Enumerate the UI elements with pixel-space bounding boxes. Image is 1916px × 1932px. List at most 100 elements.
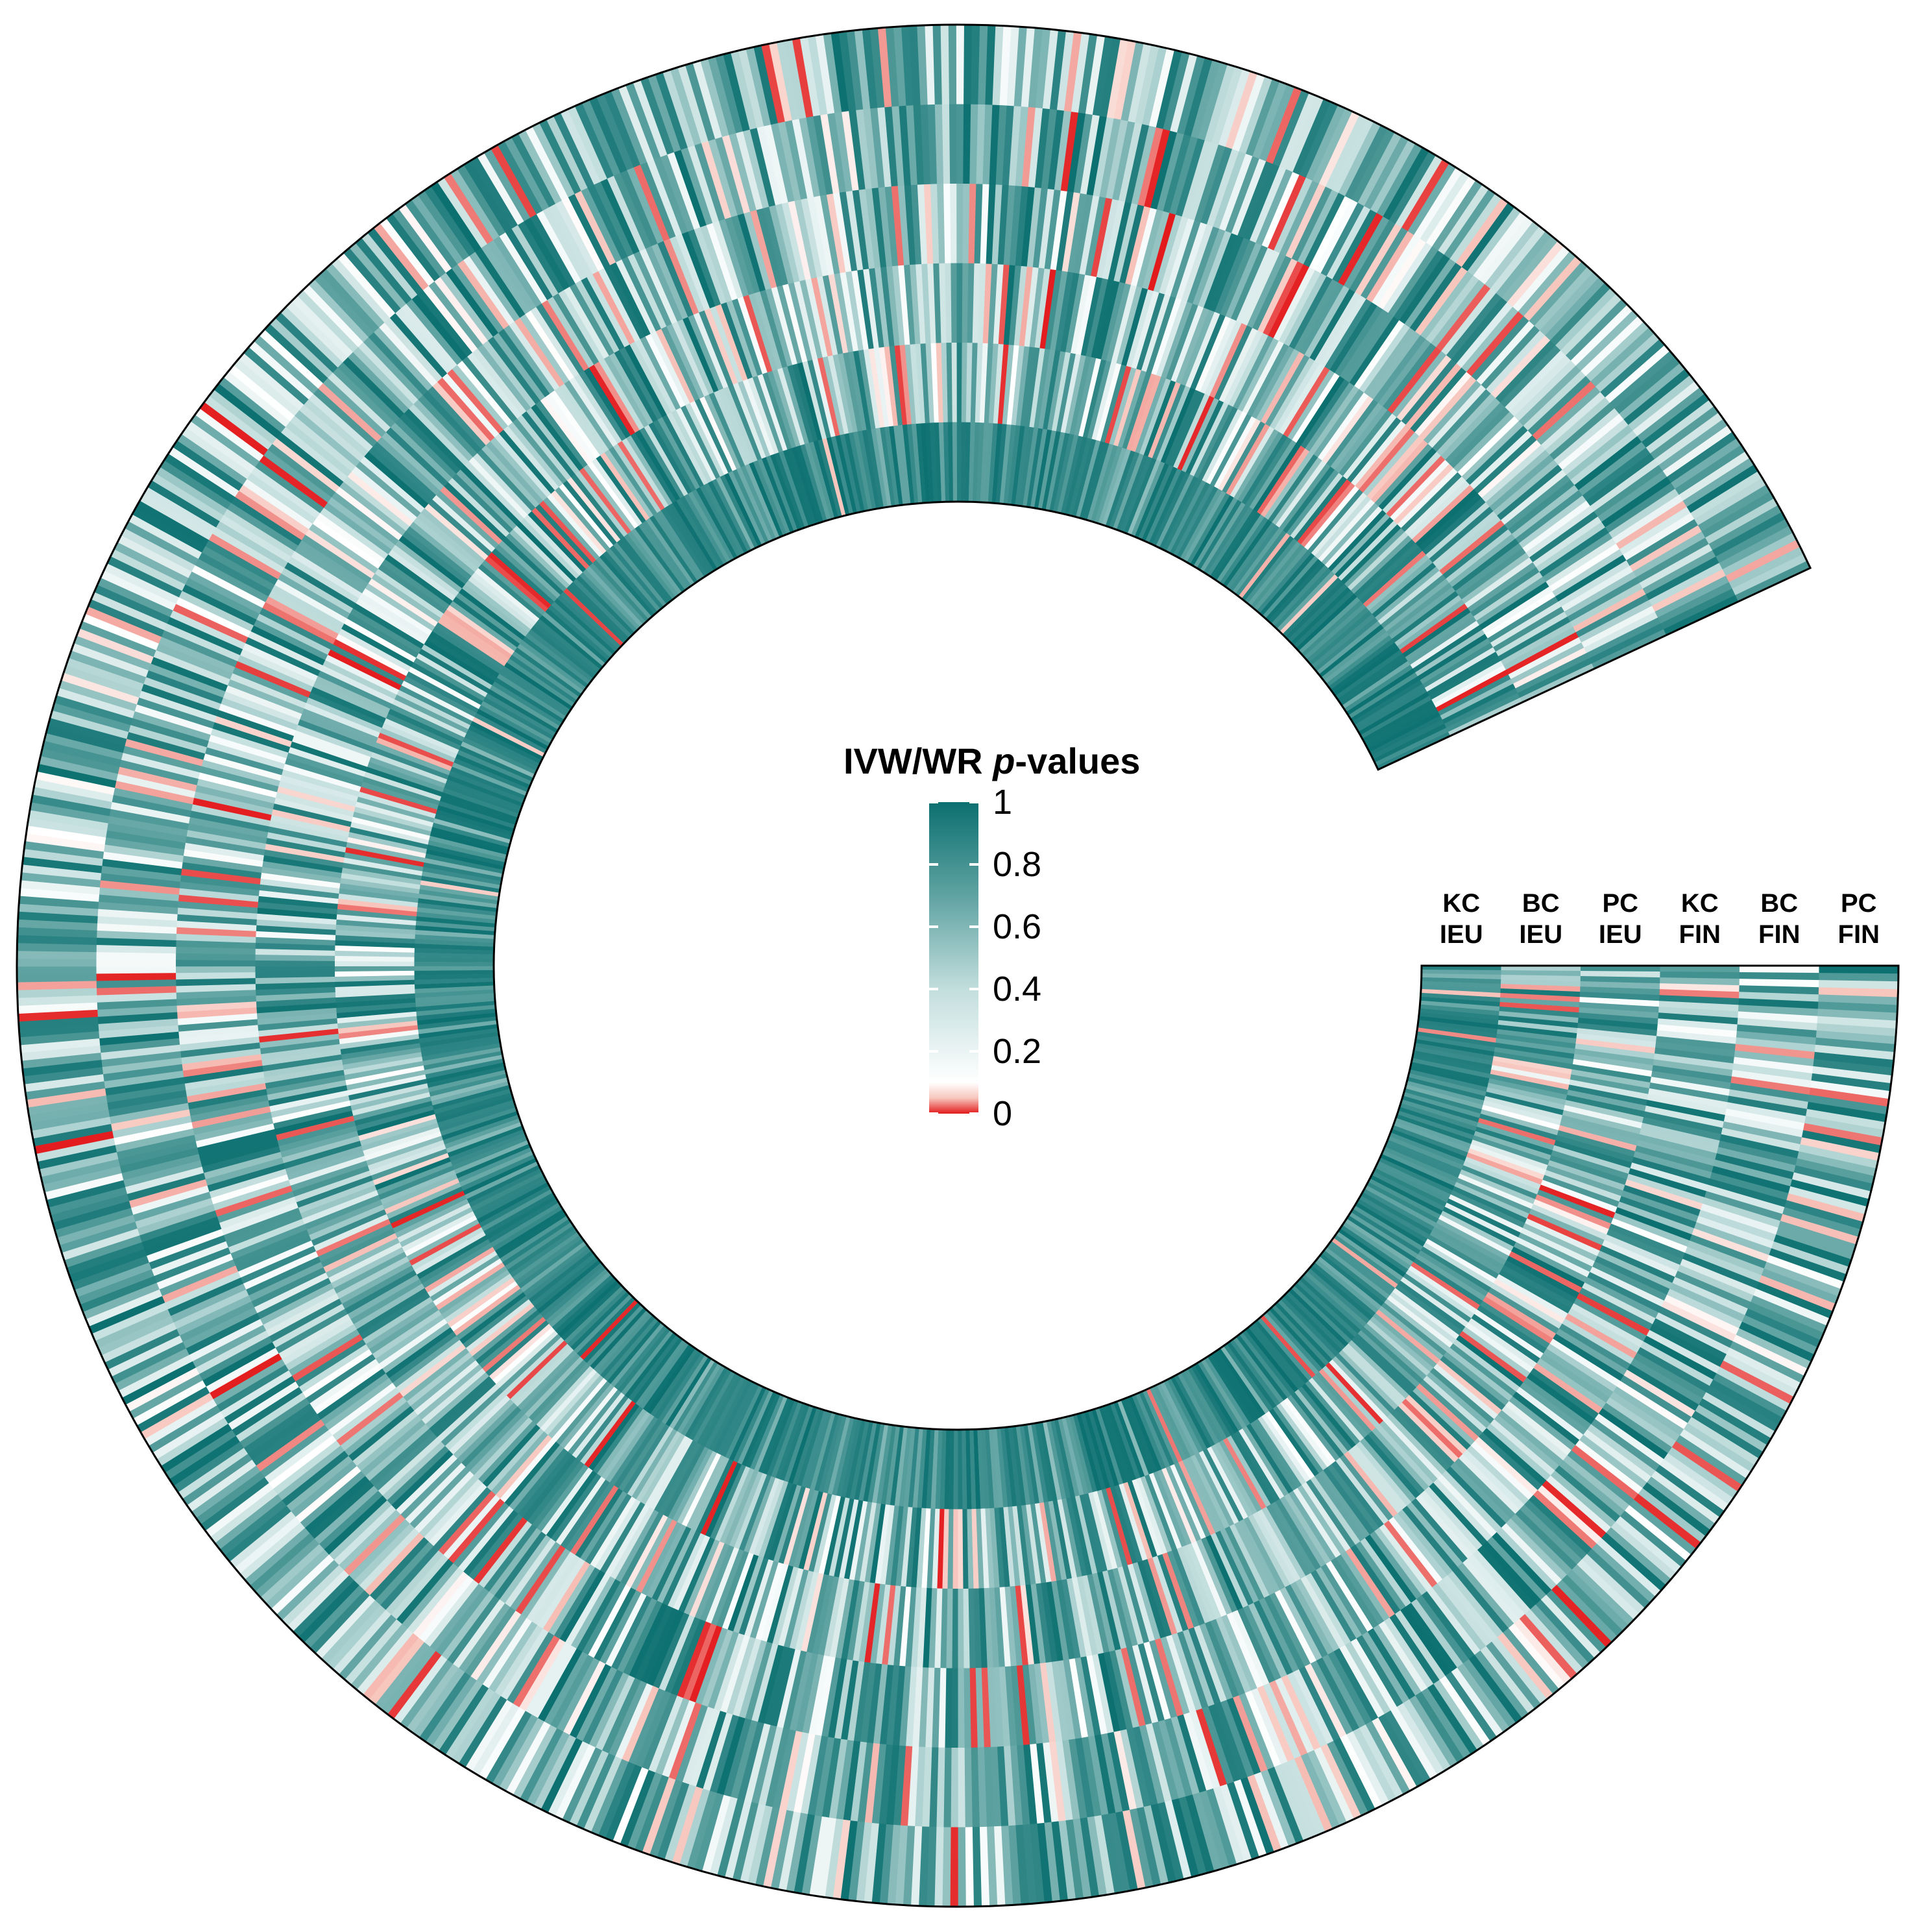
- heatmap-cell: [461, 583, 528, 637]
- heatmap-cell: [1420, 996, 1501, 1007]
- heatmap-cell: [360, 781, 439, 810]
- heatmap-cell: [1580, 965, 1661, 972]
- legend-tick-mark: [929, 988, 938, 990]
- heatmap-cell: [1627, 1363, 1699, 1412]
- heatmap-cell: [1326, 1362, 1384, 1425]
- heatmap-cell: [1203, 232, 1238, 310]
- heatmap-cell: [1640, 1341, 1714, 1386]
- heatmap-cell: [1279, 180, 1320, 256]
- heatmap-cell: [1011, 425, 1025, 506]
- heatmap-cell: [223, 1208, 301, 1242]
- heatmap-cell: [1800, 1136, 1880, 1161]
- heatmap-cell: [788, 282, 813, 361]
- heatmap-cell: [1642, 1116, 1722, 1141]
- heatmap-cell: [433, 276, 488, 345]
- heatmap-cell: [202, 753, 282, 781]
- heatmap-cell: [1633, 1151, 1712, 1179]
- heatmap-cell: [1276, 570, 1335, 632]
- heatmap-cell: [763, 1808, 787, 1889]
- heatmap-cell: [19, 888, 100, 903]
- heatmap-cell: [21, 857, 103, 874]
- heatmap-cell: [1508, 1623, 1566, 1690]
- heatmap-cell: [1393, 463, 1454, 524]
- heatmap-cell: [315, 1595, 376, 1659]
- heatmap-cell: [850, 1741, 867, 1822]
- heatmap-cell: [746, 1393, 781, 1469]
- heatmap-cell: [431, 382, 491, 446]
- heatmap-cell: [1104, 365, 1132, 444]
- heatmap-cell: [427, 385, 486, 450]
- heatmap-cell: [1300, 482, 1355, 548]
- heatmap-cell: [680, 405, 720, 480]
- heatmap-cell: [1459, 1454, 1521, 1515]
- heatmap-cell: [1394, 1610, 1446, 1680]
- heatmap-cell: [1109, 367, 1137, 445]
- heatmap-cell: [1353, 319, 1405, 389]
- heatmap-cell: [1492, 1055, 1573, 1075]
- heatmap-cell: [1558, 413, 1624, 470]
- heatmap-cell: [1575, 310, 1639, 371]
- heatmap-cell: [189, 414, 260, 468]
- heatmap-cell: [1817, 1016, 1898, 1029]
- heatmap-cell: [971, 1509, 979, 1589]
- heatmap-cell: [128, 725, 207, 754]
- heatmap-cell: [1204, 320, 1242, 396]
- heatmap-cell: [234, 661, 311, 698]
- heatmap-cell: [476, 1614, 527, 1685]
- heatmap-cell: [108, 1096, 188, 1118]
- heatmap-cell: [1629, 1499, 1697, 1556]
- heatmap-cell: [1156, 132, 1184, 212]
- heatmap-cell: [263, 1064, 344, 1084]
- heatmap-cell: [1210, 1532, 1249, 1608]
- heatmap-cell: [1167, 1378, 1207, 1451]
- heatmap-cell: [491, 681, 563, 727]
- heatmap-cell: [782, 366, 809, 445]
- heatmap-cell: [428, 1070, 507, 1093]
- heatmap-cell: [540, 1738, 583, 1813]
- heatmap-cell: [373, 327, 433, 391]
- heatmap-cell: [779, 1730, 803, 1811]
- heatmap-cell: [359, 456, 425, 513]
- heatmap-cell: [29, 1110, 110, 1132]
- heatmap-cell: [414, 938, 494, 948]
- heatmap-cell: [570, 1576, 616, 1649]
- heatmap-cell: [608, 446, 657, 516]
- heatmap-cell: [1485, 1091, 1564, 1116]
- heatmap-cell: [333, 1505, 396, 1566]
- heatmap-cell: [418, 894, 498, 909]
- heatmap-cell: [1412, 1054, 1492, 1074]
- heatmap-cell: [1617, 1201, 1695, 1235]
- heatmap-cell: [982, 104, 993, 184]
- heatmap-cell: [1431, 179, 1483, 251]
- heatmap-cell: [96, 952, 176, 960]
- heatmap-cell: [862, 108, 879, 189]
- heatmap-cell: [71, 642, 149, 678]
- heatmap-cell: [1601, 476, 1671, 528]
- heatmap-cell: [1328, 1651, 1373, 1725]
- heatmap-cell: [450, 1132, 527, 1166]
- heatmap-cell: [1579, 1007, 1659, 1019]
- heatmap-cell: [353, 1283, 425, 1330]
- heatmap-cell: [415, 653, 488, 698]
- heatmap-cell: [1550, 1470, 1616, 1528]
- heatmap-cell: [267, 1080, 346, 1101]
- heatmap-cell: [1326, 398, 1379, 467]
- heatmap-cell: [221, 1202, 298, 1236]
- heatmap-cell: [1389, 1291, 1457, 1344]
- heatmap-cell: [853, 1661, 871, 1742]
- heatmap-cell: [1106, 1487, 1133, 1566]
- heatmap-cell: [686, 1791, 718, 1870]
- heatmap-cell: [1049, 1741, 1067, 1822]
- heatmap-cell: [679, 496, 724, 567]
- heatmap-cell: [629, 1603, 668, 1679]
- heatmap-cell: [620, 536, 673, 602]
- heatmap-cell: [343, 476, 410, 532]
- heatmap-cell: [319, 268, 380, 333]
- heatmap-cell: [321, 1373, 389, 1426]
- heatmap-cell: [1413, 1046, 1494, 1066]
- heatmap-cell: [351, 816, 430, 841]
- heatmap-cell: [879, 426, 895, 507]
- heatmap-cell: [1224, 1526, 1265, 1601]
- heatmap-cell: [1396, 1703, 1445, 1776]
- heatmap-cell: [342, 1052, 422, 1070]
